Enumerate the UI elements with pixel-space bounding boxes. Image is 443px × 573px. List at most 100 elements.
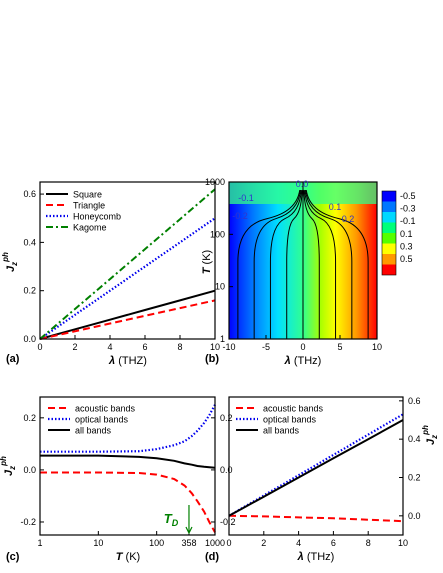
panel-a-frame	[39, 181, 216, 340]
y-axis-label-text: Jzph	[0, 456, 17, 476]
annotation-label: TD	[164, 511, 179, 528]
series-line-acoustic-bands	[228, 514, 404, 523]
colorbar-label: -0.1	[400, 216, 416, 226]
legend-label: Kagome	[73, 223, 107, 233]
y-tick-label: 0.2	[23, 286, 36, 296]
contour-line	[286, 190, 303, 339]
colorbar-segment	[382, 243, 396, 254]
contour-line	[237, 190, 301, 339]
contour-line	[303, 190, 320, 339]
x-axis-label: T (K)	[116, 551, 140, 563]
legend-label: acoustic bands	[75, 404, 136, 414]
panel-label-c: (c)	[6, 551, 20, 563]
x-tick-label: 8	[177, 342, 182, 352]
y-axis-label: Jzph	[0, 456, 17, 476]
y-tick-label: -0.2	[20, 517, 36, 527]
contour-line	[305, 190, 369, 339]
series-line-square	[39, 289, 216, 340]
x-tick-label: -10	[222, 342, 235, 352]
x-tick-label: 100	[149, 538, 164, 548]
x-tick-label: 4	[296, 538, 301, 548]
panel-label-a: (a)	[6, 353, 20, 365]
colorbar-label: -0.3	[400, 204, 416, 214]
legend-label: acoustic bands	[263, 404, 324, 414]
contour-line	[304, 190, 337, 339]
colorbar-label: 0.1	[400, 229, 413, 239]
panel-label-d: (d)	[205, 551, 219, 563]
colorbar-segment	[382, 191, 396, 202]
y-tick-label: 1	[220, 334, 225, 344]
x-tick-label: 1	[37, 538, 42, 548]
x-tick-label: 358	[181, 538, 196, 548]
colorbar-segment	[382, 212, 396, 223]
colorbar-segment	[382, 222, 396, 233]
colorbar-segment	[382, 254, 396, 265]
series-line-honeycomb	[39, 217, 216, 340]
contour-label: -0.1	[238, 193, 254, 203]
series-line-all-bands	[228, 419, 404, 517]
colorbar-frame	[381, 190, 397, 276]
series-line-all-bands	[40, 454, 216, 469]
x-tick-label: 10	[372, 342, 382, 352]
legend-label: Honeycomb	[73, 212, 121, 222]
y-tick-label: 0.0	[23, 465, 36, 475]
contour-label: 0.2	[342, 214, 355, 224]
y-tick-label-right: 0.4	[408, 434, 421, 444]
y-tick-label-right: 0.6	[408, 396, 421, 406]
series-line-acoustic-bands	[40, 471, 216, 533]
legend-label: all bands	[263, 426, 300, 436]
colorbar-segment	[382, 201, 396, 212]
y-tick-label: 0.4	[23, 237, 36, 247]
x-axis-label: λ (THz)	[284, 355, 322, 367]
x-tick-label: 1000	[205, 538, 225, 548]
x-tick-label: 0	[300, 342, 305, 352]
x-tick-label: -5	[262, 342, 270, 352]
legend-label: Square	[73, 190, 102, 200]
panel-label-b: (b)	[205, 353, 219, 365]
series-line-kagome	[39, 188, 216, 340]
panel-c-frame	[39, 396, 216, 536]
legend-label: optical bands	[75, 415, 129, 425]
x-tick-label: 5	[337, 342, 342, 352]
y-tick-label: 0.6	[23, 189, 36, 199]
panel-d-frame	[228, 396, 404, 536]
y-axis-label: T (K)	[201, 250, 213, 274]
x-tick-label: 10	[398, 538, 408, 548]
contour-label: 0.1	[329, 202, 342, 212]
x-axis-label: λ (THz)	[297, 551, 335, 563]
contour-line	[304, 190, 353, 339]
legend-label: all bands	[75, 426, 112, 436]
y-axis-label-text: T (K)	[201, 250, 213, 274]
colorbar-segment	[382, 233, 396, 244]
x-tick-label: 4	[107, 342, 112, 352]
y-tick-label: 10	[215, 282, 225, 292]
y-tick-label: 1000	[205, 177, 225, 187]
y-axis-label-text: Jzph	[421, 425, 439, 445]
legend-label: Triangle	[73, 201, 105, 211]
legend-label: optical bands	[263, 415, 317, 425]
y-axis-label: Jzph	[1, 252, 19, 272]
y-tick-label: 100	[210, 229, 225, 239]
x-tick-label: 2	[261, 538, 266, 548]
y-tick-label: 0.2	[23, 413, 36, 423]
x-tick-label: 6	[331, 538, 336, 548]
x-tick-label: 10	[210, 342, 220, 352]
x-tick-label: 6	[142, 342, 147, 352]
y-axis-label-text: Jzph	[1, 252, 19, 272]
series-line-triangle	[39, 299, 216, 340]
colorbar-label: 0.5	[400, 254, 413, 264]
contour-label: -0.2	[232, 211, 248, 221]
x-axis-label: λ (THZ)	[108, 355, 147, 367]
x-tick-label: 8	[366, 538, 371, 548]
y-tick-label-right: 0.0	[408, 511, 421, 521]
x-tick-label: 0	[226, 538, 231, 548]
annotation-arrowhead	[185, 526, 193, 535]
contour-line	[253, 190, 302, 339]
colorbar-label: 0.3	[400, 241, 413, 251]
y-tick-label-right: 0.0	[220, 465, 233, 475]
y-tick-label-right: -0.2	[220, 517, 236, 527]
contour-line	[269, 190, 302, 339]
